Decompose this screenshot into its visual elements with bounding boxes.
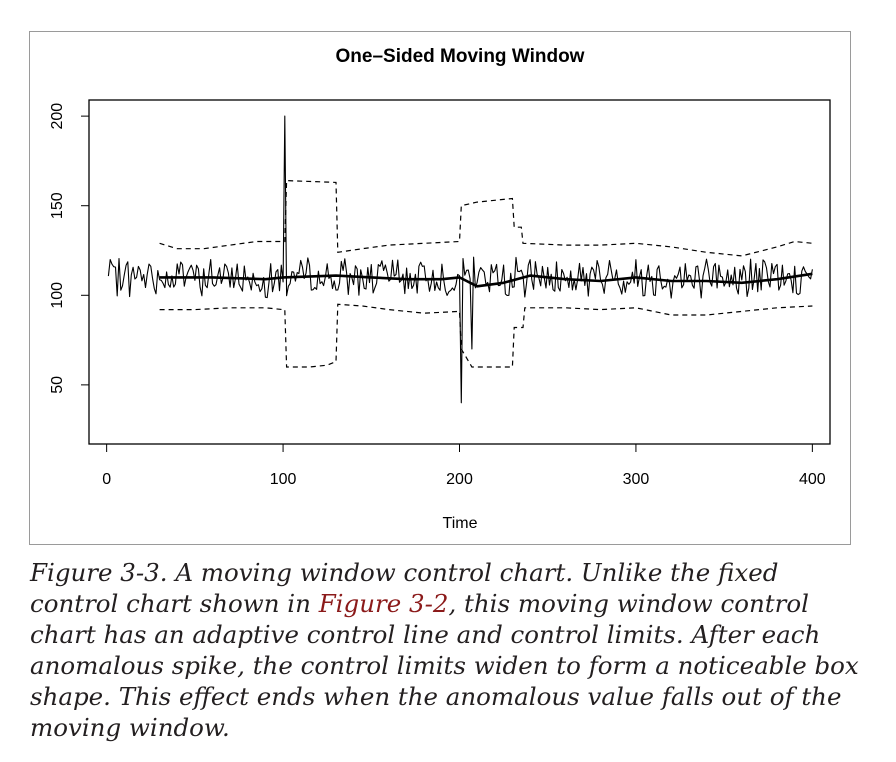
x-tick-label: 100: [270, 471, 297, 488]
figure-3-2-link[interactable]: Figure 3-2: [318, 589, 449, 618]
caption-intro: Figure 3-3. A moving window control char…: [30, 558, 779, 618]
observed-series-line: [107, 115, 813, 404]
moving-average-line: [159, 272, 813, 288]
chart-title: One–Sided Moving Window: [336, 46, 585, 67]
x-tick-label: 0: [102, 471, 111, 488]
x-tick-label: 300: [623, 471, 650, 488]
x-tick-label: 400: [799, 471, 826, 488]
x-axis: 0 100 200 300 400: [102, 443, 826, 488]
y-tick-label: 50: [49, 376, 66, 394]
x-tick-label: 200: [446, 471, 473, 488]
series-layer: [107, 115, 813, 404]
y-tick-label: 200: [49, 103, 66, 130]
figure-caption: Figure 3-3. A moving window control char…: [30, 557, 870, 743]
y-tick-label: 100: [49, 282, 66, 309]
chart: One–Sided Moving Window 0 100 200 300 400 50…: [49, 46, 831, 532]
y-tick-label: 150: [49, 192, 66, 219]
x-axis-label: Time: [443, 515, 478, 532]
upper-limit-line: [159, 179, 813, 257]
caption-rest: , this moving window control chart has a…: [30, 589, 859, 742]
lower-limit-line: [159, 303, 813, 368]
y-axis: 50 100 150 200: [49, 103, 90, 394]
